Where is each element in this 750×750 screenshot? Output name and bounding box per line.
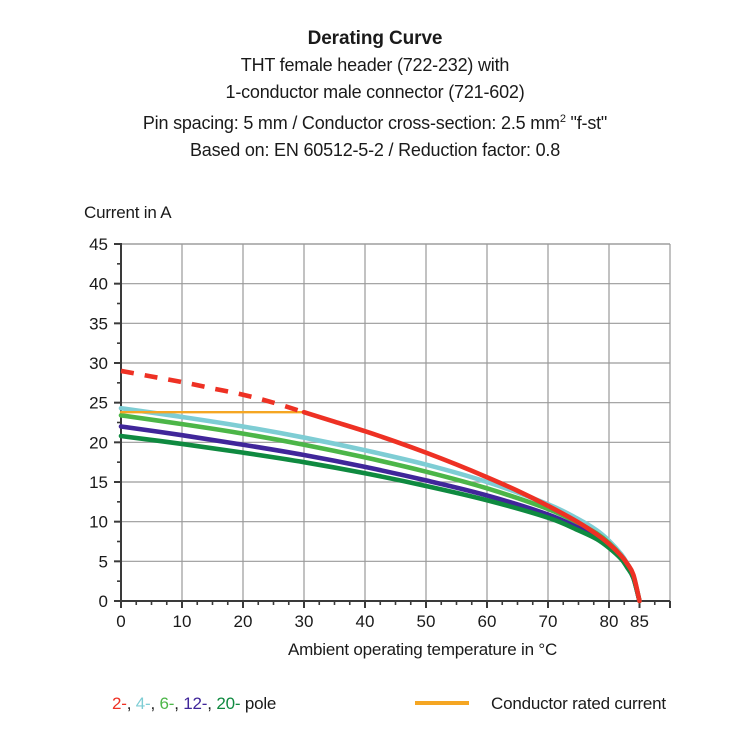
spec-post: "f-st" [565,113,608,133]
chart-subtitle-spec: Pin spacing: 5 mm / Conductor cross-sect… [0,106,750,137]
legend-comma-2: , [150,694,160,713]
chart-legend: 2-, 4-, 6-, 12-, 20- pole Conductor rate… [0,694,750,724]
chart-subtitle-connector: 1-conductor male connector (721-602) [225,82,525,102]
y-tick-label: 0 [99,592,108,611]
legend-pole-20: 20- [216,694,241,713]
y-tick-label: 15 [89,473,108,492]
x-tick-label: 0 [116,612,125,631]
spec-pre: Pin spacing: 5 mm / Conductor cross-sect… [142,113,560,133]
legend-poles-group: 2-, 4-, 6-, 12-, 20- pole [112,694,276,714]
chart-title-block: Derating Curve THT female header (722-23… [0,26,750,164]
legend-pole-2: 2- [112,694,127,713]
y-tick-label: 5 [99,552,108,571]
y-tick-label: 35 [89,314,108,333]
y-tick-label: 30 [89,354,108,373]
x-tick-label: 60 [478,612,497,631]
legend-rated-swatch-icon [415,701,469,706]
series-line [120,368,305,415]
legend-comma-1: , [126,694,136,713]
x-tick-label: 40 [356,612,375,631]
y-tick-label: 45 [89,235,108,254]
x-tick-label: 20 [234,612,253,631]
chart-subtitle-standard: Based on: EN 60512-5-2 / Reduction facto… [189,140,561,160]
x-tick-label: 85 [630,612,649,631]
y-tick-label: 25 [89,394,108,413]
legend-pole-12: 12- [183,694,208,713]
legend-comma-4: , [207,694,217,713]
legend-comma-3: , [174,694,184,713]
x-tick-label: 70 [539,612,558,631]
legend-pole-suffix: pole [240,694,277,713]
series-line [301,409,642,604]
y-tick-label: 20 [89,433,108,452]
legend-rated-group: Conductor rated current [415,694,666,714]
legend-rated-label: Conductor rated current [491,694,666,713]
chart-title: Derating Curve [307,28,443,49]
legend-pole-6: 6- [159,694,175,713]
x-tick-label: 50 [417,612,436,631]
x-tick-label: 10 [173,612,192,631]
spec-sup: 2 [559,113,566,125]
x-axis-title: Ambient operating temperature in °C [287,640,558,659]
x-tick-label: 30 [295,612,314,631]
chart-subtitle-product: THT female header (722-232) with [240,55,510,75]
y-tick-label: 40 [89,275,108,294]
y-tick-label: 10 [89,513,108,532]
y-axis-title: Current in A [84,203,172,222]
x-tick-label: 80 [600,612,619,631]
legend-pole-4: 4- [135,694,151,713]
